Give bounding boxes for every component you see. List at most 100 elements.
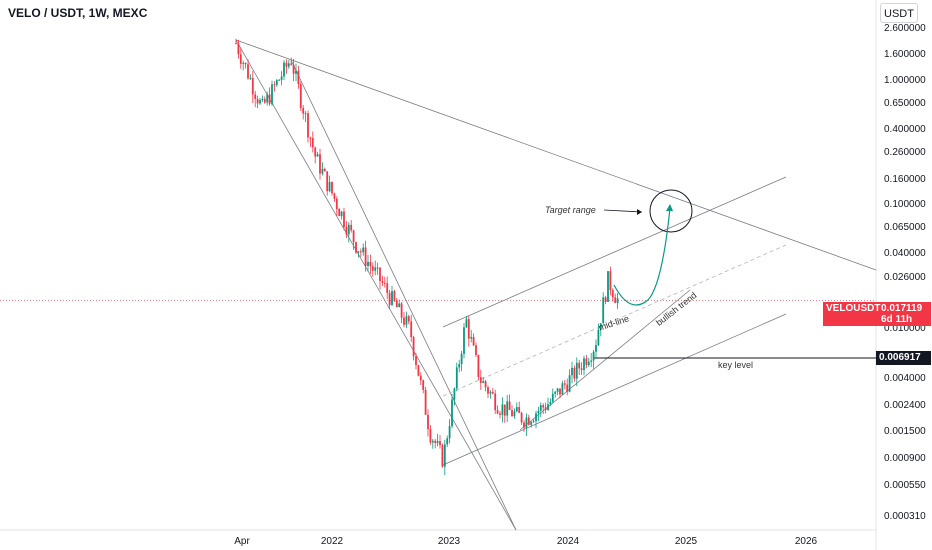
- candle-body: [256, 98, 259, 104]
- candle-body: [477, 355, 480, 378]
- candle-body: [410, 321, 413, 338]
- candle-body: [549, 401, 552, 405]
- candle-body: [554, 391, 557, 394]
- y-tick-label: 0.400000: [884, 124, 926, 136]
- candle-body: [393, 291, 396, 301]
- candle-body: [614, 297, 617, 303]
- candle-body: [518, 407, 521, 413]
- candle-body: [343, 211, 345, 227]
- candle-body: [299, 84, 302, 109]
- y-tick-label: 1.000000: [884, 74, 926, 86]
- candle-body: [561, 383, 564, 395]
- candle-body: [321, 168, 324, 174]
- candle-body: [559, 388, 561, 395]
- y-tick-label: 0.260000: [884, 147, 926, 159]
- candle-body: [508, 401, 511, 410]
- candle-body: [391, 291, 393, 305]
- candle-body: [297, 70, 300, 85]
- y-tick-label: 1.600000: [884, 49, 926, 61]
- candle-body: [405, 316, 408, 325]
- y-tick-label: 0.001500: [884, 425, 926, 437]
- last-price-value: 0.017119: [881, 303, 923, 314]
- candle-body: [439, 441, 441, 446]
- candle-body: [578, 362, 581, 369]
- candle-body: [427, 414, 429, 430]
- candle-body: [333, 193, 336, 199]
- candle-body: [448, 426, 451, 439]
- y-tick-label: 0.160000: [884, 173, 926, 185]
- candle-body: [604, 297, 607, 302]
- candle-body: [263, 99, 266, 103]
- candle-body: [251, 78, 254, 95]
- candle-body: [499, 413, 501, 415]
- candle-body: [573, 367, 576, 379]
- target-pointer-head: [637, 209, 642, 215]
- candle-body: [595, 345, 597, 352]
- y-tick-label: 0.100000: [884, 198, 926, 210]
- candle-body: [443, 444, 446, 467]
- projection-curve: [613, 207, 671, 306]
- candle-body: [453, 388, 456, 400]
- key-level-badge[interactable]: 0.006917: [876, 351, 931, 365]
- candle-body: [513, 411, 516, 417]
- x-tick-label: Apr: [234, 536, 250, 547]
- candle-body: [275, 80, 278, 86]
- candle-body: [467, 319, 470, 339]
- candle-body: [371, 266, 374, 271]
- candle-body: [602, 297, 605, 324]
- candle-body: [379, 267, 381, 282]
- candle-body: [350, 224, 353, 231]
- last-price-badge[interactable]: VELOUSDT 0.017119 6d 11h: [823, 302, 931, 326]
- candle-body: [244, 62, 247, 65]
- candle-body: [355, 242, 357, 253]
- candle-body: [335, 198, 338, 210]
- candle-body: [487, 387, 489, 394]
- currency-button[interactable]: USDT: [880, 3, 918, 23]
- y-tick-label: 0.026000: [884, 271, 926, 283]
- candle-body: [434, 440, 437, 444]
- y-tick-label: 2.600000: [884, 23, 926, 34]
- candle-body: [309, 137, 312, 139]
- candle-body: [563, 383, 566, 385]
- candle-body: [398, 303, 401, 308]
- candle-body: [515, 407, 518, 412]
- candle-body: [407, 316, 410, 322]
- candle-body: [503, 404, 506, 416]
- candle-body: [542, 405, 545, 408]
- candle-body: [412, 337, 415, 357]
- candle-body: [458, 364, 461, 368]
- candle-body: [611, 290, 614, 298]
- candle-body: [347, 224, 350, 235]
- candle-body: [239, 54, 242, 64]
- candle-body: [386, 283, 389, 293]
- candle-body: [383, 282, 386, 284]
- candle-body: [235, 43, 237, 45]
- channel-upper-line: [442, 176, 787, 328]
- second-downtrend-line: [290, 59, 517, 531]
- symbol-title: VELO / USDT, 1W, MEXC: [8, 6, 148, 20]
- candle-body: [395, 300, 398, 308]
- candle-body: [547, 404, 549, 410]
- candle-body: [261, 99, 264, 101]
- candle-body: [496, 410, 499, 414]
- candle-body: [489, 391, 492, 394]
- channel-lower-line: [442, 313, 787, 466]
- candle-body: [328, 181, 331, 192]
- candle-body: [374, 267, 377, 271]
- candle-body: [607, 271, 609, 302]
- y-tick-label: 0.010000: [884, 323, 926, 335]
- y-tick-label: 0.004000: [884, 372, 926, 384]
- candle-body: [537, 410, 540, 414]
- candle-body: [314, 147, 317, 157]
- candle-body: [283, 62, 285, 77]
- candle-body: [290, 63, 293, 65]
- candle-body: [352, 230, 355, 243]
- candle-body: [491, 391, 494, 394]
- candle-body: [424, 389, 427, 415]
- steep-downtrend-line: [235, 39, 517, 531]
- candle-body: [575, 362, 578, 379]
- candle-body: [585, 358, 588, 366]
- candle-body: [285, 62, 288, 67]
- candle-body: [472, 336, 475, 346]
